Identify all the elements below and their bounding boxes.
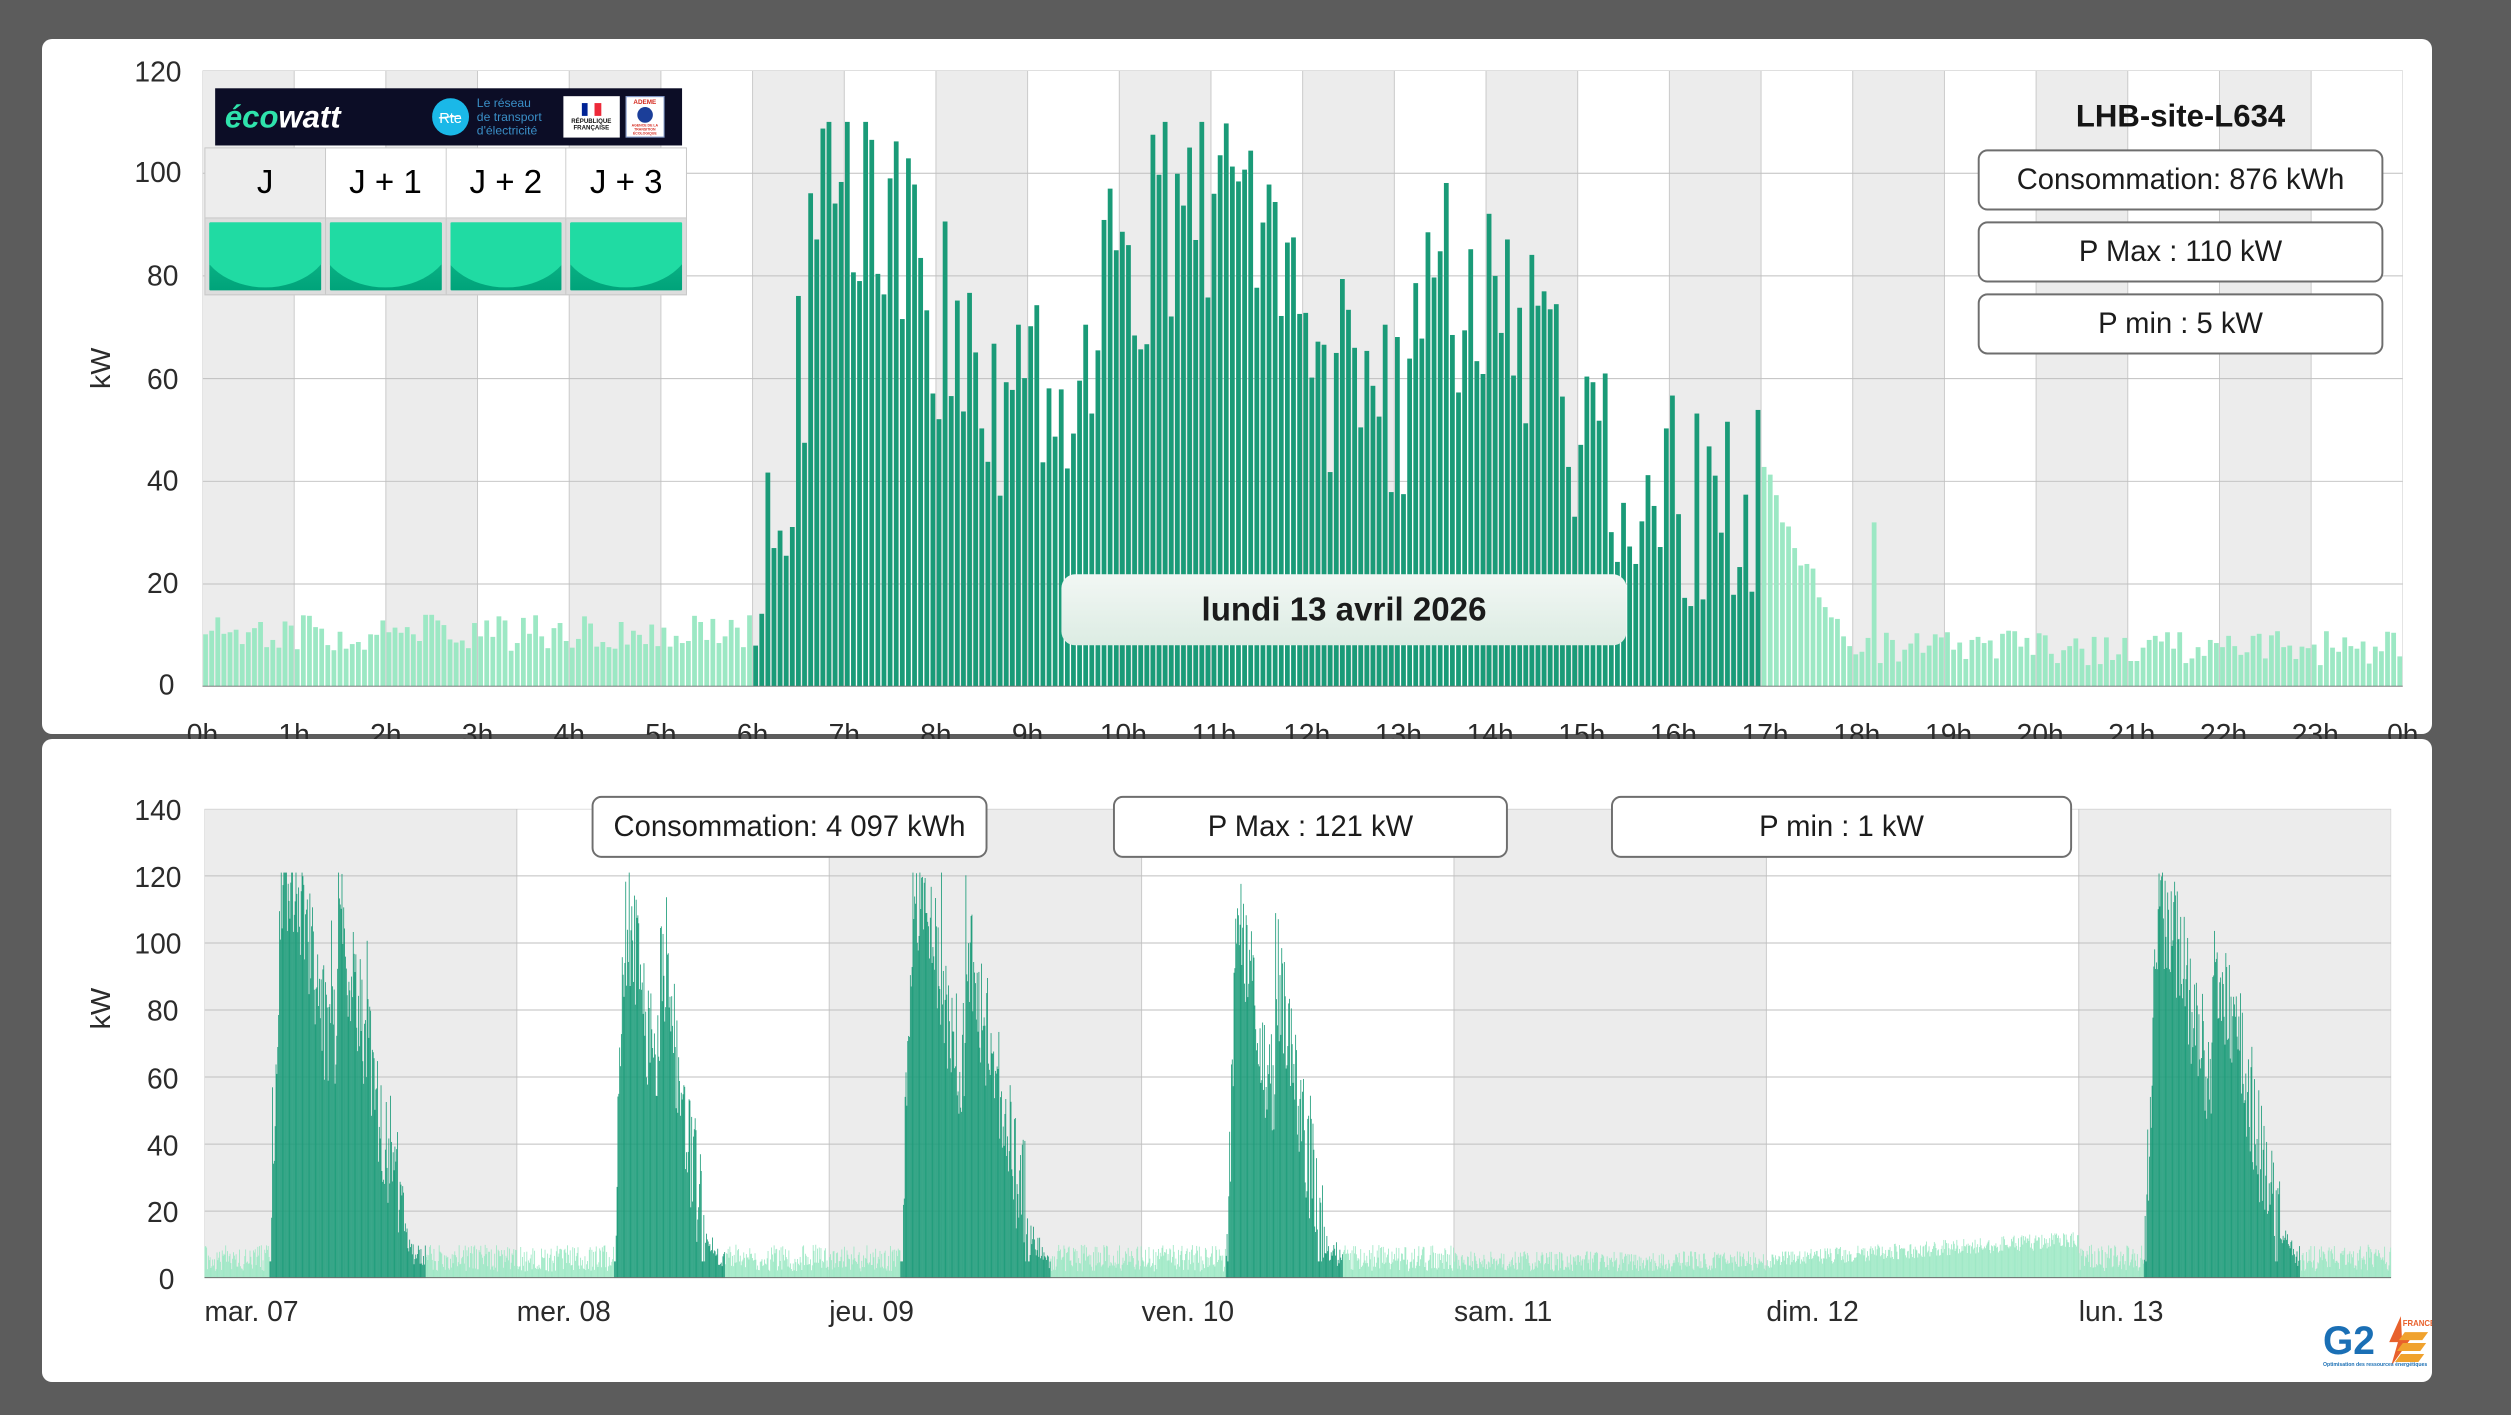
svg-text:Optimisation des ressources én: Optimisation des ressources énergétiques (2323, 1362, 2427, 1368)
svg-text:watt: watt (278, 100, 342, 135)
svg-text:Rte: Rte (439, 111, 462, 127)
svg-text:éco: éco (225, 100, 279, 135)
svg-text:G2: G2 (2323, 1319, 2375, 1364)
svg-text:FRANCE: FRANCE (2403, 1319, 2432, 1328)
